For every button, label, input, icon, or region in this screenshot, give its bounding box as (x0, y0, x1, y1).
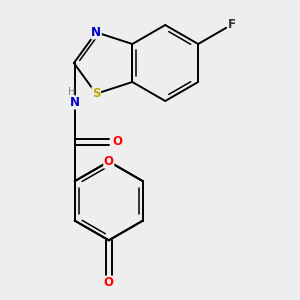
Text: F: F (228, 18, 236, 31)
Text: H: H (68, 87, 75, 97)
Text: N: N (70, 96, 80, 109)
Text: O: O (112, 135, 122, 148)
Text: O: O (104, 276, 114, 290)
Text: O: O (104, 155, 114, 168)
Text: N: N (91, 26, 101, 39)
Text: S: S (92, 87, 100, 100)
